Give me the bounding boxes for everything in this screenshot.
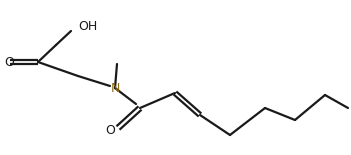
Text: O: O [105, 124, 115, 137]
Text: OH: OH [78, 20, 97, 33]
Text: O: O [4, 57, 14, 69]
Text: N: N [110, 82, 120, 95]
